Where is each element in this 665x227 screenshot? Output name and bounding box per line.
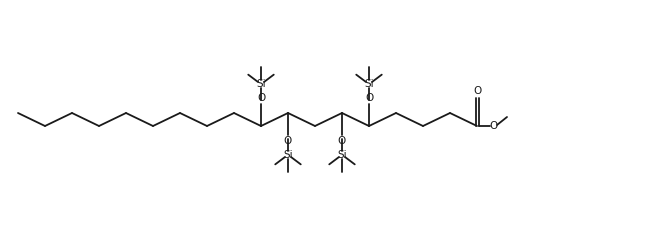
- Text: O: O: [365, 93, 373, 103]
- Text: O: O: [284, 136, 292, 146]
- Text: O: O: [257, 93, 265, 103]
- Text: Si: Si: [256, 79, 266, 89]
- Text: O: O: [338, 136, 346, 146]
- Text: Si: Si: [364, 79, 374, 89]
- Text: O: O: [489, 121, 497, 131]
- Text: Si: Si: [283, 150, 293, 160]
- Text: O: O: [473, 86, 481, 96]
- Text: Si: Si: [337, 150, 347, 160]
